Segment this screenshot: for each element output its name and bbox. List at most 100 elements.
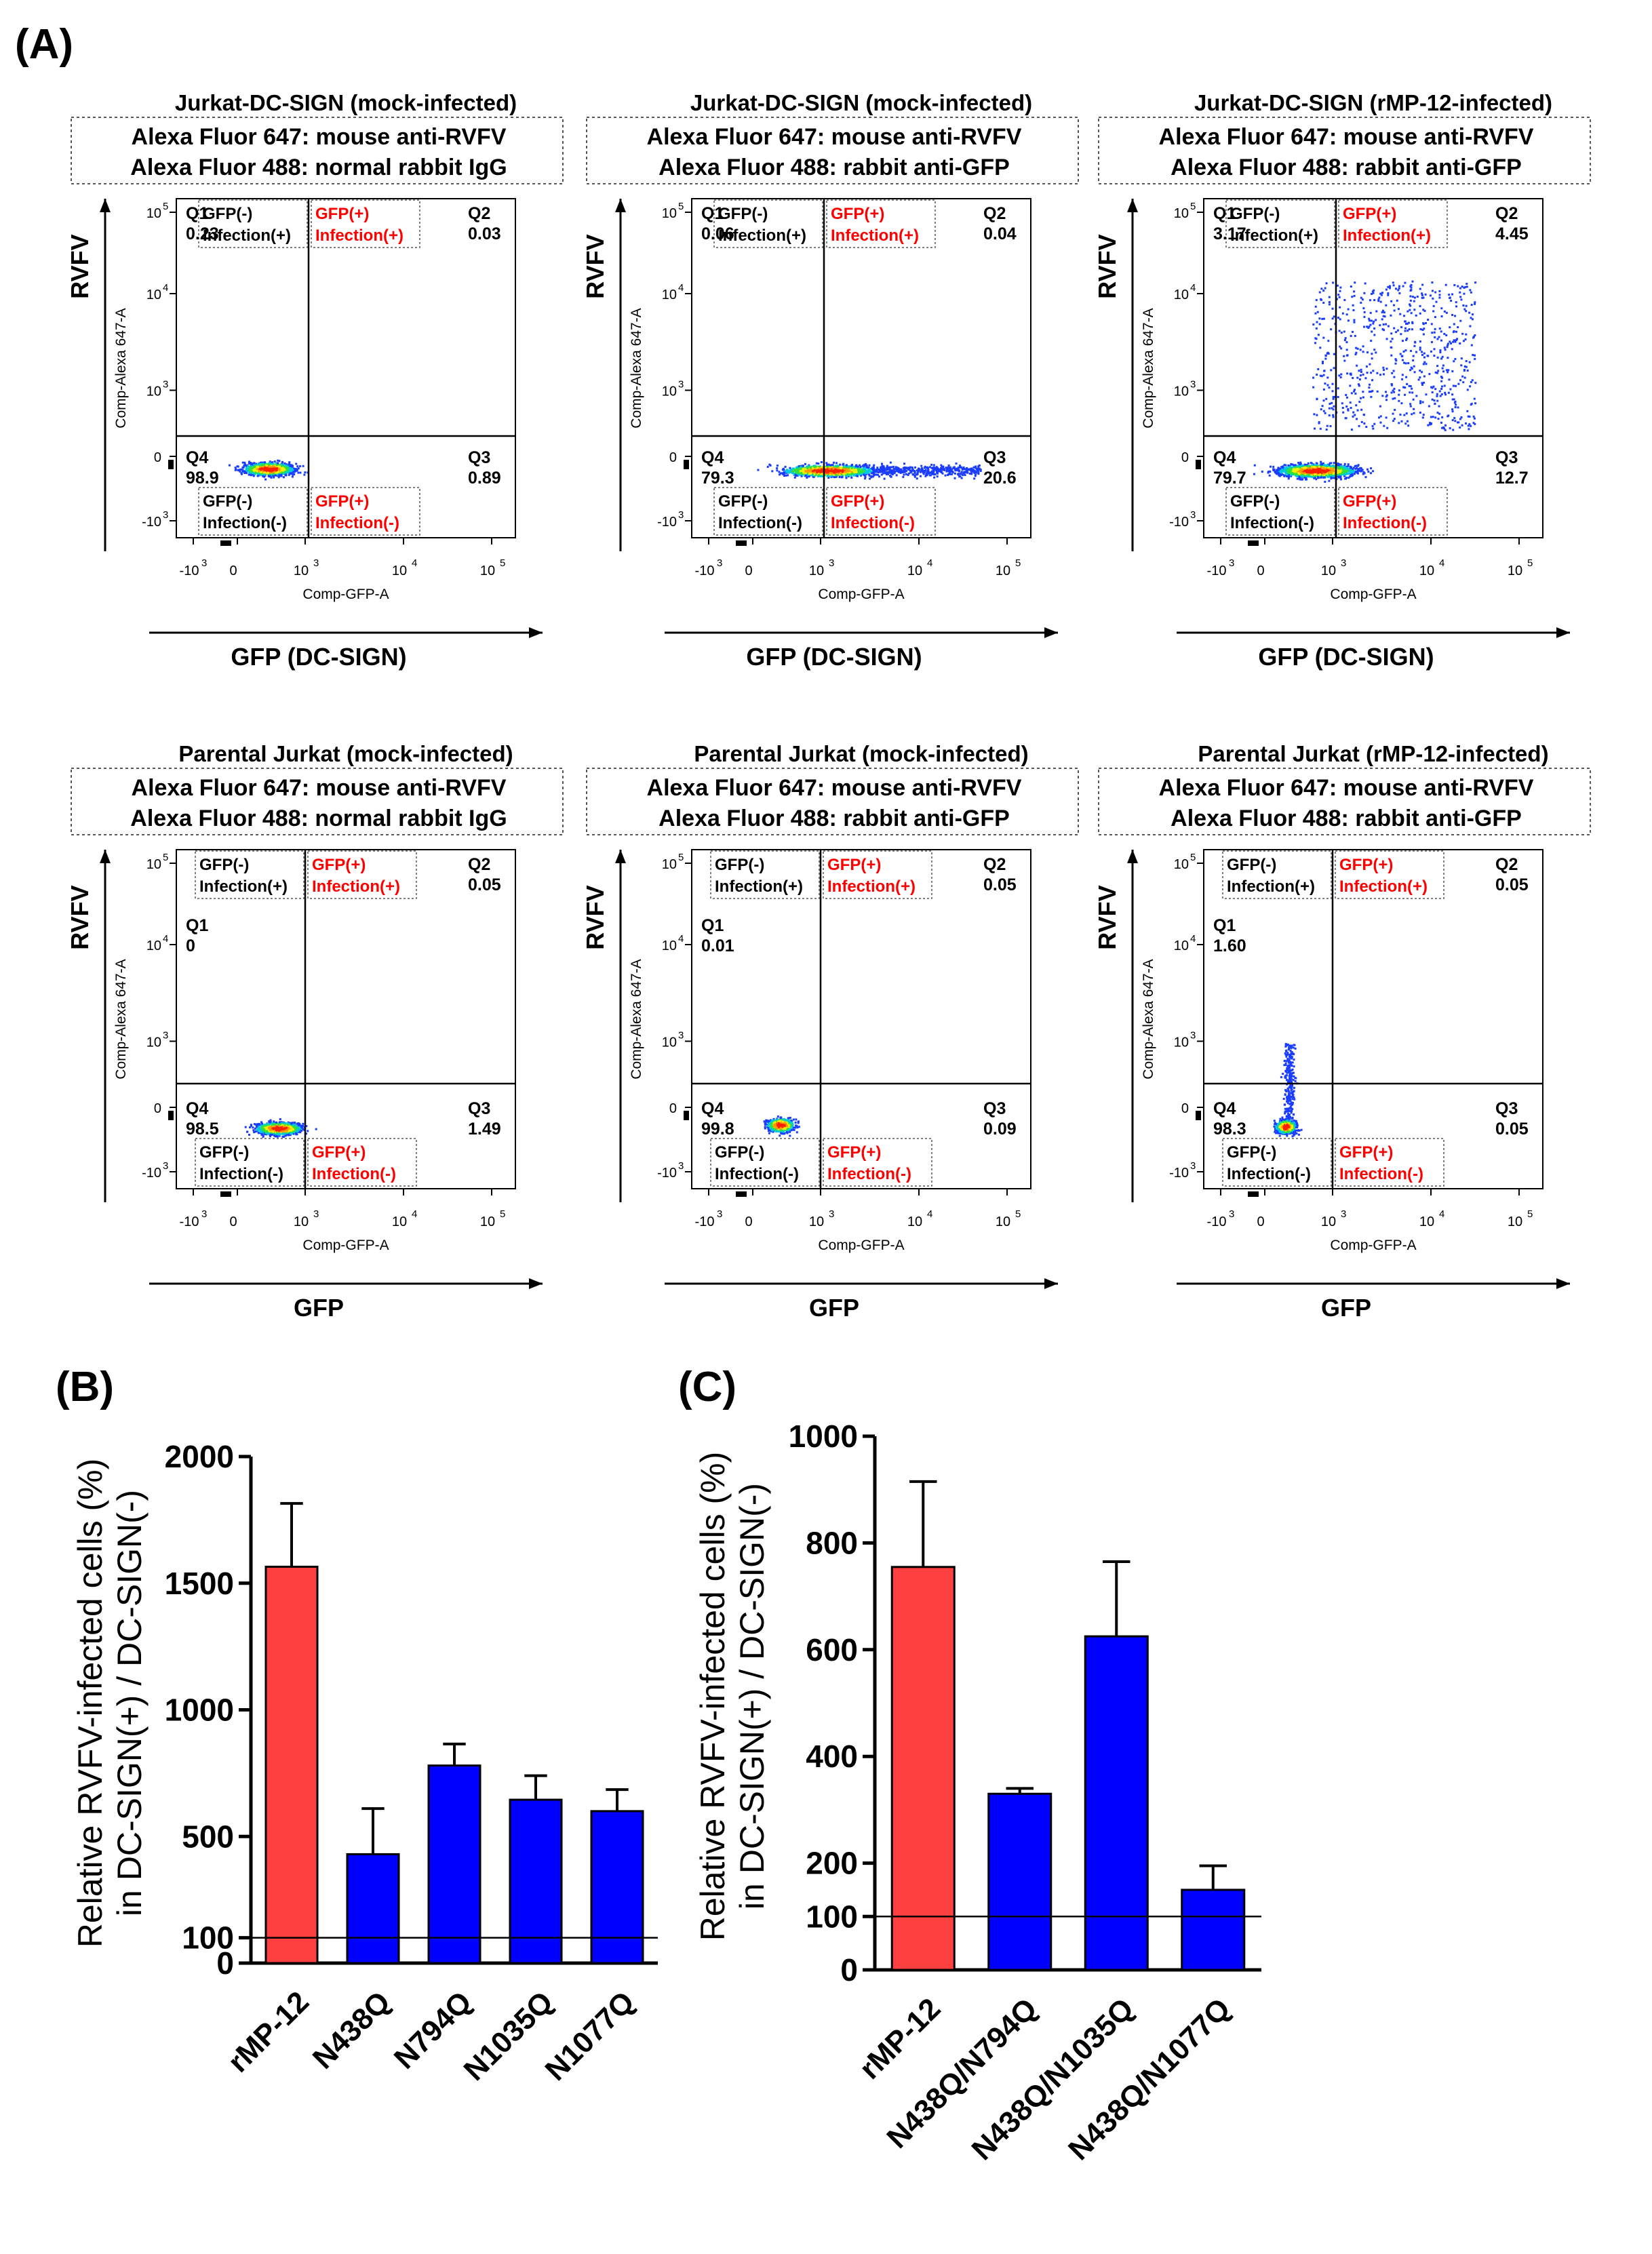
event-dot <box>1457 382 1460 385</box>
event-dot <box>1328 479 1331 482</box>
event-dot <box>1343 298 1346 301</box>
event-dot <box>789 471 792 473</box>
event-dot <box>1451 410 1454 413</box>
x-tick-exp: 4 <box>927 557 932 569</box>
event-dot <box>882 465 885 468</box>
event-dot <box>1296 477 1299 480</box>
event-dot <box>1287 476 1290 479</box>
q4-tag-box <box>713 487 823 536</box>
event-dot <box>1385 288 1388 291</box>
event-dot <box>851 467 854 469</box>
event-dot <box>1349 384 1352 387</box>
event-dot <box>1303 467 1306 469</box>
event-dot <box>891 469 894 472</box>
event-dot <box>260 461 263 464</box>
event-dot <box>1415 351 1417 353</box>
event-dot <box>1430 341 1433 344</box>
event-dot <box>1318 291 1321 294</box>
event-dot <box>1355 404 1358 407</box>
event-dot <box>263 475 266 478</box>
event-dot <box>920 468 923 471</box>
event-dot <box>1379 324 1381 327</box>
event-dot <box>1421 329 1424 332</box>
event-dot <box>793 469 796 472</box>
event-dot <box>814 470 817 473</box>
event-dot <box>1459 296 1462 298</box>
event-dot <box>1452 429 1455 431</box>
event-dot <box>1441 376 1444 379</box>
event-dot <box>304 471 307 474</box>
event-dot <box>1392 412 1394 415</box>
event-dot <box>947 464 950 467</box>
event-dot <box>256 464 259 467</box>
event-dot <box>916 473 919 475</box>
event-dot <box>1408 328 1411 331</box>
event-dot <box>1309 471 1312 473</box>
event-dot <box>847 470 850 473</box>
event-dot <box>1340 373 1343 376</box>
event-dot <box>1319 467 1322 470</box>
event-dot <box>1438 296 1441 299</box>
event-dot <box>853 473 856 475</box>
event-dot <box>1434 388 1437 391</box>
event-dot <box>798 468 800 471</box>
event-dot <box>939 468 941 471</box>
event-dot <box>1328 473 1331 476</box>
event-dot <box>283 471 286 473</box>
event-dot <box>1329 462 1331 464</box>
event-dot <box>1406 322 1409 325</box>
event-dot <box>1356 471 1359 473</box>
event-dot <box>860 471 863 474</box>
event-dot <box>1370 319 1373 322</box>
event-dot <box>245 467 248 470</box>
event-dot <box>241 470 244 473</box>
event-dot <box>1343 330 1345 333</box>
event-dot <box>1362 373 1364 376</box>
x-tick-label: -10 <box>695 564 715 578</box>
event-dot <box>1289 472 1292 475</box>
event-dot <box>1411 280 1414 283</box>
event-dot <box>1332 466 1335 469</box>
event-dot <box>1394 362 1397 365</box>
event-dot <box>1280 474 1282 477</box>
event-dot <box>302 464 304 467</box>
event-dot <box>1272 465 1275 468</box>
event-dot <box>1362 391 1364 393</box>
event-dot <box>253 470 256 473</box>
event-dot <box>263 473 266 476</box>
event-dot <box>1370 467 1373 470</box>
event-dot <box>813 468 816 471</box>
event-dot <box>1385 391 1388 393</box>
event-dot <box>294 469 297 471</box>
event-dot <box>1330 476 1333 479</box>
event-dot <box>1333 367 1335 370</box>
event-dot <box>888 467 891 469</box>
event-dot <box>821 474 823 477</box>
event-dot <box>1395 331 1398 334</box>
event-dot <box>892 465 894 468</box>
event-dot <box>1468 415 1471 418</box>
event-dot <box>1318 469 1321 472</box>
event-dot <box>1344 467 1347 470</box>
event-dot <box>1379 292 1382 295</box>
event-dot <box>1463 376 1466 379</box>
event-dot <box>234 467 237 469</box>
event-dot <box>1294 464 1297 467</box>
event-dot <box>1423 381 1425 384</box>
event-dot <box>1284 469 1286 472</box>
plot-frame <box>691 198 1031 538</box>
event-dot <box>1436 395 1438 397</box>
x-tick-exp: 3 <box>717 557 722 569</box>
event-dot <box>1403 414 1406 416</box>
event-dot <box>1318 323 1321 325</box>
panel-label-c: (C) <box>678 1364 737 1410</box>
staining-line: Alexa Fluor 488: rabbit anti-GFP <box>658 155 1010 180</box>
event-dot <box>842 470 844 473</box>
event-dot <box>1392 304 1395 307</box>
event-dot <box>275 463 278 466</box>
event-dot <box>1337 294 1340 296</box>
event-dot <box>1324 467 1326 469</box>
y-tick-label: 10 <box>662 206 677 221</box>
event-dot <box>920 471 922 473</box>
